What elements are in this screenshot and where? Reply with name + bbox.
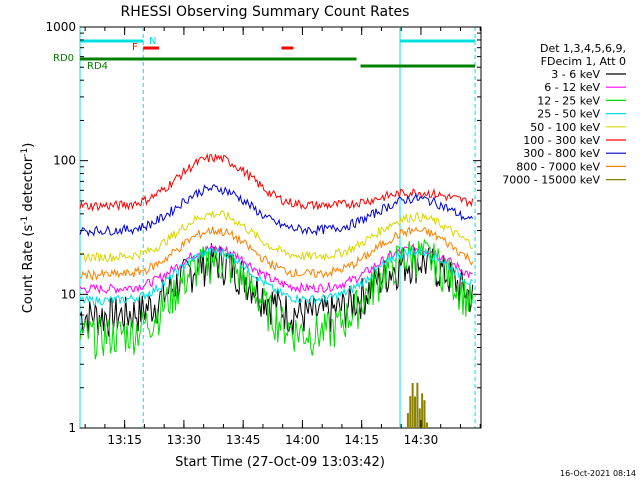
legend-label: 25 - 50 keV — [537, 108, 600, 121]
x-axis: 13:15 13:30 13:45 14:00 14:15 14:30 — [84, 27, 481, 447]
x-tick-label: 14:00 — [285, 433, 320, 447]
legend-label: 3 - 6 keV — [551, 68, 600, 81]
series-line — [79, 238, 474, 360]
x-tick-label: 13:15 — [107, 433, 142, 447]
night-marker: N — [149, 36, 156, 47]
y-tick-label: 100 — [53, 154, 76, 168]
legend-label: 50 - 100 keV — [530, 121, 600, 134]
chart-title: RHESSI Observing Summary Count Rates — [121, 4, 410, 20]
series-line — [79, 209, 473, 264]
y-axis-label: Count Rate (s-1 detector-1) — [20, 143, 36, 314]
y-tick-label: 1 — [68, 421, 76, 435]
x-axis-label: Start Time (27-Oct-09 13:03:42) — [175, 455, 385, 470]
rd4-label: RD4 — [87, 61, 108, 72]
series-line — [79, 225, 474, 281]
night-intervals — [79, 27, 476, 428]
legend-header: FDecim 1, Att 0 — [541, 55, 626, 68]
legend-label: 800 - 7000 keV — [516, 160, 600, 173]
series-line — [79, 152, 474, 213]
legend-header: Det 1,3,4,5,6,9, — [540, 42, 626, 55]
legend-label: 7000 - 15000 keV — [502, 174, 600, 187]
y-tick-label: 10 — [61, 287, 76, 301]
legend: Det 1,3,4,5,6,9,FDecim 1, Att 03 - 6 keV… — [502, 42, 626, 187]
x-tick-label: 14:15 — [344, 433, 379, 447]
flare-marker: F — [132, 42, 138, 53]
series-line — [79, 246, 473, 307]
legend-label: 100 - 300 keV — [523, 134, 600, 147]
x-tick-label: 13:30 — [167, 433, 202, 447]
legend-label: 300 - 800 keV — [523, 147, 600, 160]
series-line — [79, 243, 473, 295]
state-bars — [80, 46, 476, 68]
x-tick-label: 13:45 — [226, 433, 261, 447]
series-line — [79, 184, 474, 237]
footer-date: 16-Oct-2021 08:14 — [560, 469, 636, 478]
x-tick-label: 14:30 — [404, 433, 439, 447]
legend-label: 12 - 25 keV — [537, 94, 600, 107]
y-tick-label: 1000 — [45, 20, 76, 34]
rd0-label: RD0 — [53, 53, 74, 64]
series-group — [79, 152, 474, 428]
legend-label: 6 - 12 keV — [544, 81, 600, 94]
y-axis: 1 10 100 1000 — [45, 20, 481, 435]
